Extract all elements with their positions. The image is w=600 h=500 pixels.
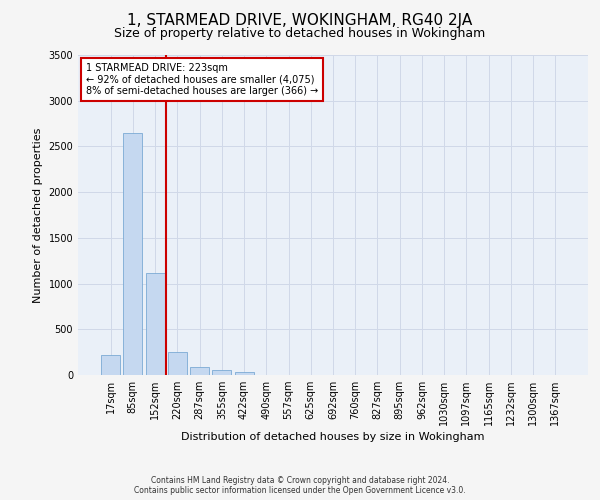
Bar — [146, 272, 164, 375]
Bar — [101, 355, 120, 375]
Bar — [212, 370, 231, 375]
Bar — [190, 367, 209, 375]
Text: 1 STARMEAD DRIVE: 223sqm
← 92% of detached houses are smaller (4,075)
8% of semi: 1 STARMEAD DRIVE: 223sqm ← 92% of detach… — [86, 63, 318, 96]
Text: 1, STARMEAD DRIVE, WOKINGHAM, RG40 2JA: 1, STARMEAD DRIVE, WOKINGHAM, RG40 2JA — [127, 12, 473, 28]
Text: Size of property relative to detached houses in Wokingham: Size of property relative to detached ho… — [115, 28, 485, 40]
X-axis label: Distribution of detached houses by size in Wokingham: Distribution of detached houses by size … — [181, 432, 485, 442]
Text: Contains HM Land Registry data © Crown copyright and database right 2024.
Contai: Contains HM Land Registry data © Crown c… — [134, 476, 466, 495]
Bar — [168, 352, 187, 375]
Bar — [235, 372, 254, 375]
Bar — [124, 132, 142, 375]
Y-axis label: Number of detached properties: Number of detached properties — [33, 128, 43, 302]
